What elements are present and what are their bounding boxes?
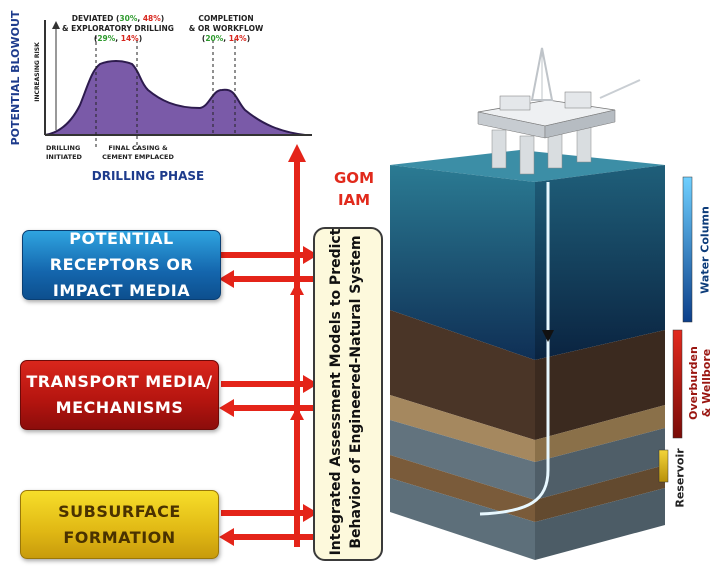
blowout-preventer [542,330,554,342]
shaft-arrowhead-2 [290,407,304,420]
shaft-arrowhead-1 [290,282,304,295]
arrow-iam-to-transport [232,405,314,411]
transport-line2: MECHANISMS [55,398,184,417]
water-front [390,165,535,360]
wellbore [479,182,550,516]
annotation-final-casing-2: CEMENT EMPLACED [102,153,174,161]
arrow-transport-to-iam [221,381,305,387]
iam-box [313,227,383,561]
gom-line2: IAM [337,191,371,209]
subsurface-line2: FORMATION [63,527,176,547]
layer-sand-side [535,405,665,462]
arrowhead-transport-right [303,375,318,393]
vertical-arrow-shaft [294,160,300,547]
layer-brown-front [390,455,535,522]
layer-reservoir-side [535,488,665,560]
legend-reservoir-bar [658,449,669,483]
transport-line1: TRANSPORT MEDIA/ [26,372,213,391]
legend-water-label: Water Column [698,206,712,294]
legend-overburden-line2: & Wellbore [700,348,713,418]
chart-y-label: POTENTIAL BLOWOUT [9,10,22,145]
receptors-box: POTENTIAL RECEPTORS OR IMPACT MEDIA [22,229,221,300]
arrows-group [219,144,318,547]
layer-reservoir-front [390,478,535,560]
iam-text: Integrated Assessment Models to Predict … [326,227,366,557]
arrowhead-subsurface-left [219,528,234,546]
layer-overburden-side [535,330,665,440]
transport-box: TRANSPORT MEDIA/ MECHANISMS [20,360,219,430]
arrow-receptors-to-iam [221,252,305,258]
layer-grey-side [535,428,665,500]
iam-line1: Integrated Assessment Models to Predict [328,228,344,556]
chart-y-sublabel: INCREASING RISK [34,42,41,102]
subsurface-line1: SUBSURFACE [58,501,181,521]
water-side [535,165,665,360]
layer-overburden-front [390,310,535,440]
vertical-arrow-head [288,144,306,162]
layer-sand-front [390,395,535,462]
risk-curve-area [44,60,306,136]
receptors-line1: POTENTIAL RECEPTORS OR [49,229,194,274]
iam-line2: Behavior of Engineered-Natural System [348,235,364,549]
arrowhead-receptors-left [219,270,234,288]
layer-grey-front [390,420,535,500]
arrow-iam-to-receptors [232,276,314,282]
annotation-completion-line3: (20%, 14%) [202,34,250,43]
annotation-drilling-initiated-2: INITIATED [46,153,83,161]
chart-x-label: DRILLING PHASE [92,169,204,183]
arrow-iam-to-subsurface [232,534,314,540]
legend-overburden-label: Overburden & Wellbore [687,346,713,420]
annotation-completion-line1: COMPLETION [198,14,253,23]
gom-line1: GOM [334,169,374,187]
ocean-block [390,150,665,560]
annotation-drilling-initiated-1: DRILLING [46,144,80,152]
legend-overburden-bar [672,329,683,439]
arrowhead-subsurface-right [303,504,318,522]
legend-water-bar [682,176,693,323]
layer-brown-side [535,465,665,522]
arrowhead-receptors-right [303,246,318,264]
arrowhead-transport-left [219,399,234,417]
subsurface-box: SUBSURFACE FORMATION [20,490,219,559]
annotation-final-casing-1: FINAL CASING & [108,144,168,152]
offshore-platform [477,47,641,175]
arrow-subsurface-to-iam [221,510,305,516]
legend-overburden-line1: Overburden [687,346,700,420]
annotation-completion-line2: & OR WORKFLOW [189,24,264,33]
annotation-deviated-line3: (29%, 14%) [94,34,142,43]
annotation-deviated-line2: & EXPLORATORY DRILLING [62,24,174,33]
annotation-deviated-line1: DEVIATED (30%, 48%) [72,14,164,23]
legend-reservoir-label: Reservoir [673,448,687,508]
gom-iam-label: GOM IAM [330,167,378,211]
receptors-line2: IMPACT MEDIA [52,281,191,300]
